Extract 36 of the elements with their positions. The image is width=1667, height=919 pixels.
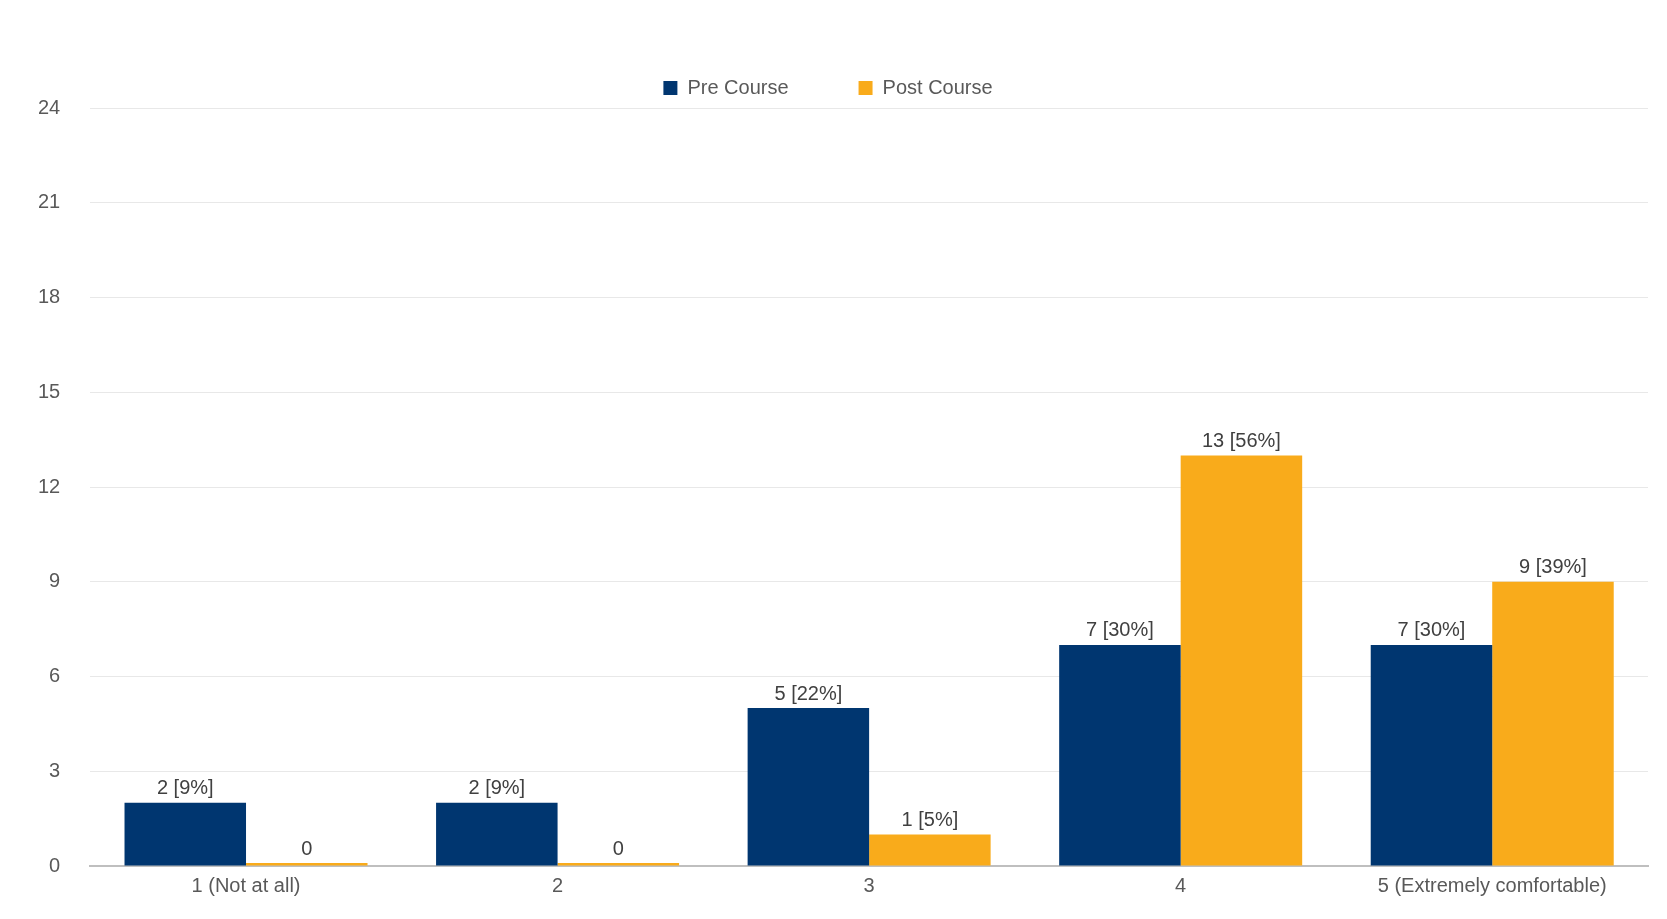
- x-tick-label: 2: [552, 873, 564, 896]
- bar: [1492, 581, 1614, 866]
- y-tick-label: 6: [49, 664, 61, 687]
- y-tick-label: 12: [38, 474, 61, 497]
- data-label: 7 [30%]: [1086, 618, 1154, 641]
- y-tick-label: 21: [38, 190, 61, 213]
- x-tick-label: 3: [863, 873, 875, 896]
- y-tick-label: 24: [38, 95, 61, 118]
- bar: [1059, 644, 1181, 866]
- x-tick-label: 4: [1175, 873, 1187, 896]
- y-tick-label: 15: [38, 379, 61, 402]
- data-label: 9 [39%]: [1519, 555, 1587, 578]
- y-tick-label: 9: [49, 569, 61, 592]
- bar: [557, 863, 680, 866]
- data-label: 2 [9%]: [468, 776, 526, 799]
- y-tick-label: 3: [49, 758, 61, 781]
- data-label: 1 [5%]: [901, 807, 959, 830]
- x-tick-label: 1 (Not at all): [191, 873, 301, 896]
- bar: [869, 834, 991, 866]
- data-label: 13 [56%]: [1201, 428, 1281, 451]
- bar: [1370, 644, 1493, 866]
- bar: [436, 802, 558, 866]
- y-tick-label: 18: [38, 285, 61, 308]
- data-label: 0: [301, 836, 313, 859]
- data-label: 0: [612, 836, 624, 859]
- bar: [124, 802, 247, 866]
- bar: [246, 863, 368, 866]
- data-label: 7 [30%]: [1397, 618, 1466, 641]
- legend-label: Post Course: [882, 75, 993, 98]
- bar: [1180, 455, 1303, 866]
- data-label: 5 [22%]: [774, 681, 843, 704]
- y-tick-label: 0: [49, 853, 61, 876]
- data-label: 2 [9%]: [156, 776, 214, 799]
- x-tick-label: 5 (Extremely comfortable): [1377, 873, 1607, 896]
- legend-label: Pre Course: [687, 75, 789, 98]
- bar: [747, 708, 870, 866]
